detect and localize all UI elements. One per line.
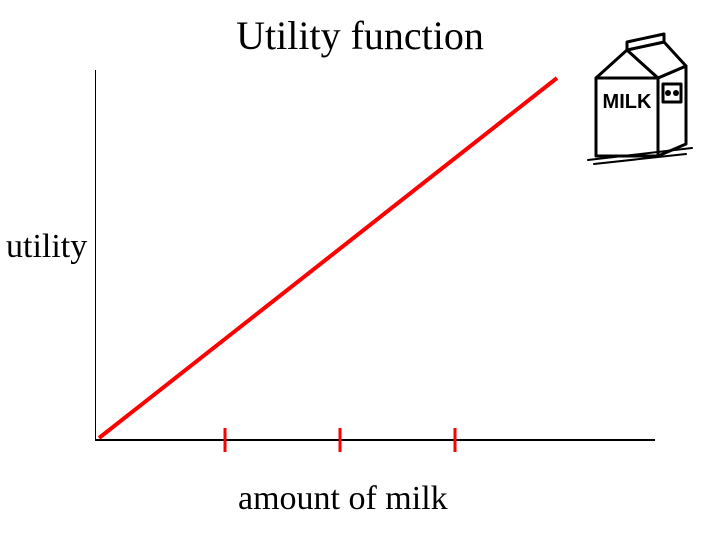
utility-line bbox=[99, 78, 557, 438]
svg-text:MILK: MILK bbox=[603, 91, 652, 113]
y-axis-label: utility bbox=[6, 228, 87, 266]
x-axis-label: amount of milk bbox=[238, 480, 448, 518]
milk-carton-icon: MILK bbox=[568, 30, 708, 170]
slide: Utility function utility amount of milk … bbox=[0, 0, 720, 540]
